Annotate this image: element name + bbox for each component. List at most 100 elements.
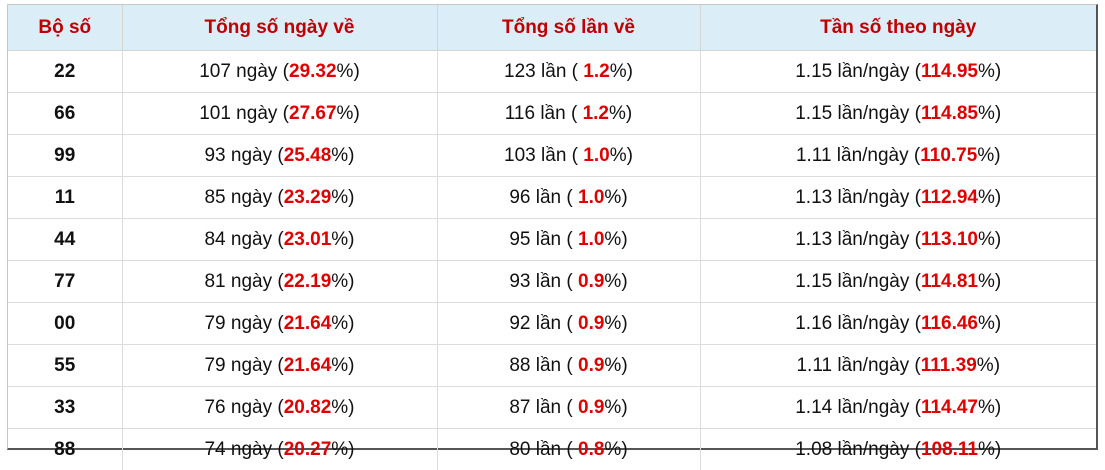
key-cell: 44 bbox=[8, 219, 122, 261]
cell-text: 1.15 lần/ngày ( bbox=[795, 271, 921, 292]
cell-text: 1.13 lần/ngày ( bbox=[795, 229, 921, 250]
stat-cell: 1.16 lần/ngày (116.46%) bbox=[700, 303, 1096, 345]
cell-text: 76 ngày ( bbox=[204, 397, 283, 418]
highlight-value: 114.47 bbox=[921, 397, 978, 418]
cell-text: 85 ngày ( bbox=[204, 187, 283, 208]
stat-cell: 101 ngày (27.67%) bbox=[122, 93, 437, 135]
highlight-value: 21.64 bbox=[284, 355, 332, 376]
cell-text: 1.11 lần/ngày ( bbox=[796, 145, 920, 166]
highlight-value: 1.2 bbox=[583, 103, 609, 124]
cell-text: %) bbox=[977, 145, 1000, 166]
stat-cell: 92 lần ( 0.9%) bbox=[437, 303, 700, 345]
stat-cell: 84 ngày (23.01%) bbox=[122, 219, 437, 261]
cell-text: %) bbox=[978, 397, 1001, 418]
header-cell: Tần số theo ngày bbox=[700, 5, 1096, 51]
cell-text: %) bbox=[331, 187, 354, 208]
highlight-value: 108.11 bbox=[921, 439, 978, 460]
highlight-value: 20.82 bbox=[284, 397, 332, 418]
cell-text: 79 ngày ( bbox=[204, 355, 283, 376]
cell-text: %) bbox=[604, 187, 627, 208]
table-row: 55 79 ngày (21.64%) 88 lần ( 0.9%) 1.11 lần… bbox=[8, 345, 1096, 387]
highlight-value: 0.9 bbox=[578, 271, 604, 292]
stat-cell: 1.15 lần/ngày (114.85%) bbox=[700, 93, 1096, 135]
highlight-value: 22.19 bbox=[284, 271, 332, 292]
stat-cell: 87 lần ( 0.9%) bbox=[437, 387, 700, 429]
cell-text: %) bbox=[604, 313, 627, 334]
highlight-value: 0.8 bbox=[578, 439, 604, 460]
highlight-value: 27.67 bbox=[289, 103, 337, 124]
highlight-value: 113.10 bbox=[921, 229, 978, 250]
cell-text: 92 lần ( bbox=[509, 313, 578, 334]
cell-text: 87 lần ( bbox=[509, 397, 578, 418]
key-cell: 00 bbox=[8, 303, 122, 345]
header-cell: Bộ số bbox=[8, 5, 122, 51]
stat-cell: 1.13 lần/ngày (112.94%) bbox=[700, 177, 1096, 219]
header-cell: Tổng số lần về bbox=[437, 5, 700, 51]
cell-text: %) bbox=[609, 103, 632, 124]
cell-text: %) bbox=[604, 397, 627, 418]
key-cell: 33 bbox=[8, 387, 122, 429]
stat-cell: 1.13 lần/ngày (113.10%) bbox=[700, 219, 1096, 261]
stat-cell: 1.11 lần/ngày (110.75%) bbox=[700, 135, 1096, 177]
stat-cell: 95 lần ( 1.0%) bbox=[437, 219, 700, 261]
key-cell: 22 bbox=[8, 51, 122, 93]
stat-cell: 103 lần ( 1.0%) bbox=[437, 135, 700, 177]
cell-text: 80 lần ( bbox=[509, 439, 578, 460]
stat-cell: 85 ngày (23.29%) bbox=[122, 177, 437, 219]
highlight-value: 1.0 bbox=[578, 187, 604, 208]
cell-text: 88 lần ( bbox=[509, 355, 578, 376]
cell-text: %) bbox=[610, 61, 633, 82]
cell-text: %) bbox=[978, 313, 1001, 334]
highlight-value: 112.94 bbox=[921, 187, 978, 208]
cell-text: 1.16 lần/ngày ( bbox=[795, 313, 921, 334]
highlight-value: 0.9 bbox=[578, 355, 604, 376]
highlight-value: 110.75 bbox=[920, 145, 977, 166]
highlight-value: 25.48 bbox=[284, 145, 332, 166]
key-cell: 88 bbox=[8, 429, 122, 470]
cell-text: %) bbox=[978, 103, 1001, 124]
cell-text: 101 ngày ( bbox=[199, 103, 289, 124]
stat-cell: 88 lần ( 0.9%) bbox=[437, 345, 700, 387]
cell-text: 1.13 lần/ngày ( bbox=[795, 187, 921, 208]
cell-text: %) bbox=[337, 103, 360, 124]
cell-text: %) bbox=[978, 271, 1001, 292]
cell-text: 74 ngày ( bbox=[204, 439, 283, 460]
cell-text: %) bbox=[331, 145, 354, 166]
highlight-value: 114.95 bbox=[921, 61, 978, 82]
cell-text: 1.14 lần/ngày ( bbox=[795, 397, 921, 418]
cell-text: %) bbox=[331, 271, 354, 292]
stat-cell: 93 ngày (25.48%) bbox=[122, 135, 437, 177]
key-cell: 55 bbox=[8, 345, 122, 387]
header-cell: Tổng số ngày về bbox=[122, 5, 437, 51]
highlight-value: 1.0 bbox=[578, 229, 604, 250]
stat-cell: 107 ngày (29.32%) bbox=[122, 51, 437, 93]
highlight-value: 20.27 bbox=[284, 439, 332, 460]
key-cell: 11 bbox=[8, 177, 122, 219]
cell-text: 84 ngày ( bbox=[204, 229, 283, 250]
cell-text: %) bbox=[331, 439, 354, 460]
cell-text: %) bbox=[331, 355, 354, 376]
cell-text: 1.08 lần/ngày ( bbox=[795, 439, 921, 460]
highlight-value: 23.01 bbox=[284, 229, 332, 250]
cell-text: 95 lần ( bbox=[509, 229, 578, 250]
cell-text: 1.11 lần/ngày ( bbox=[796, 355, 920, 376]
stat-cell: 79 ngày (21.64%) bbox=[122, 303, 437, 345]
cell-text: %) bbox=[331, 313, 354, 334]
cell-text: 1.15 lần/ngày ( bbox=[795, 61, 921, 82]
stat-cell: 96 lần ( 1.0%) bbox=[437, 177, 700, 219]
stat-cell: 81 ngày (22.19%) bbox=[122, 261, 437, 303]
cell-text: 107 ngày ( bbox=[199, 61, 289, 82]
highlight-value: 23.29 bbox=[284, 187, 332, 208]
